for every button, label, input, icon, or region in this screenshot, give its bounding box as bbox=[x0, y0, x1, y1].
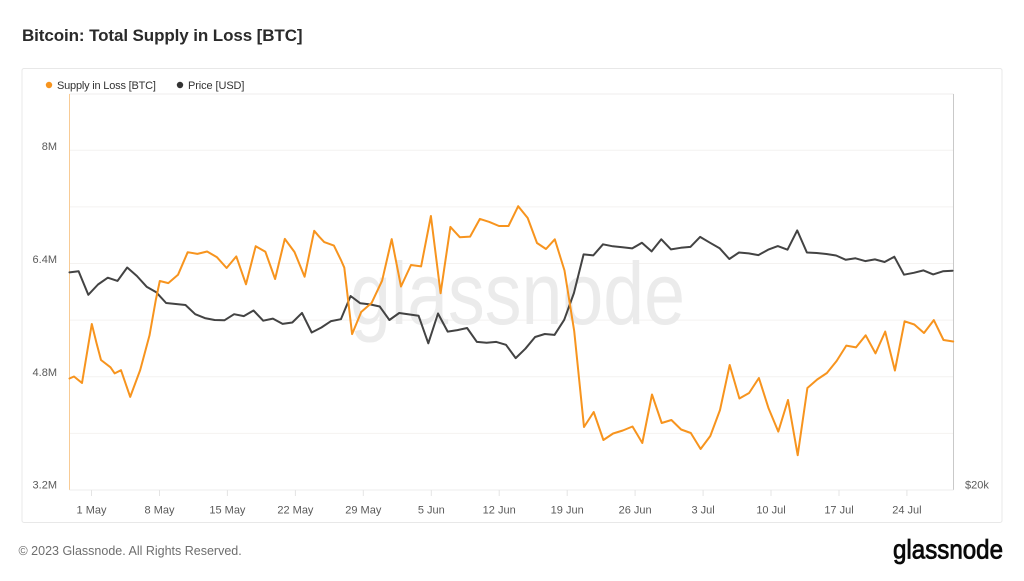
svg-text:15 May: 15 May bbox=[209, 505, 246, 517]
svg-text:8M: 8M bbox=[42, 141, 57, 153]
svg-text:Price [USD]: Price [USD] bbox=[188, 80, 244, 92]
svg-text:6.4M: 6.4M bbox=[33, 254, 57, 266]
svg-text:24 Jul: 24 Jul bbox=[892, 505, 921, 517]
svg-text:19 Jun: 19 Jun bbox=[551, 505, 584, 517]
svg-text:glassnode: glassnode bbox=[893, 535, 1003, 565]
svg-text:26 Jun: 26 Jun bbox=[619, 505, 652, 517]
svg-text:© 2023 Glassnode. All Rights R: © 2023 Glassnode. All Rights Reserved. bbox=[19, 544, 242, 558]
svg-text:5 Jun: 5 Jun bbox=[418, 505, 445, 517]
svg-text:22 May: 22 May bbox=[277, 505, 314, 517]
svg-text:Bitcoin: Total Supply in Loss: Bitcoin: Total Supply in Loss [BTC] bbox=[22, 26, 302, 45]
svg-text:3 Jul: 3 Jul bbox=[691, 505, 714, 517]
svg-text:10 Jul: 10 Jul bbox=[756, 505, 785, 517]
svg-text:4.8M: 4.8M bbox=[33, 367, 57, 379]
svg-text:17 Jul: 17 Jul bbox=[824, 505, 853, 517]
svg-text:glassnode: glassnode bbox=[350, 244, 685, 343]
svg-text:Supply in Loss [BTC]: Supply in Loss [BTC] bbox=[57, 80, 156, 92]
svg-text:12 Jun: 12 Jun bbox=[483, 505, 516, 517]
svg-text:3.2M: 3.2M bbox=[33, 480, 57, 492]
svg-text:29 May: 29 May bbox=[345, 505, 382, 517]
svg-text:$20k: $20k bbox=[965, 480, 989, 492]
svg-text:8 May: 8 May bbox=[145, 505, 175, 517]
svg-text:1 May: 1 May bbox=[77, 505, 107, 517]
